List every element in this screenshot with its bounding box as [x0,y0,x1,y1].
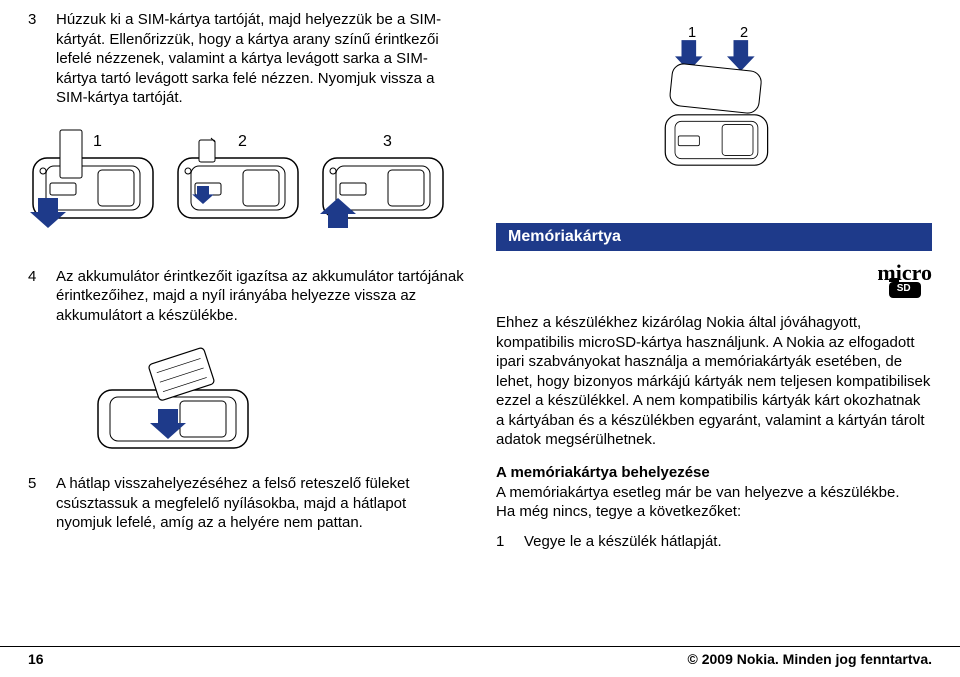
label-3: 3 [383,133,392,150]
page-number: 16 [28,651,44,667]
step-number: 1 [496,532,514,552]
label-2: 2 [740,25,748,41]
microsd-logo: micro SD [877,265,932,303]
step-5: 5 A hátlap visszahelyezéséhez a felső re… [28,474,464,533]
step-text: Vegye le a készülék hátlapját. [524,532,932,552]
figure-battery [88,345,464,460]
sub-line-2: Ha még nincs, tegye a következőket: [496,503,741,520]
sd-text: SD [897,283,911,294]
footer: 16 © 2009 Nokia. Minden jog fenntartva. [0,646,960,667]
step-4: 4 Az akkumulátor érintkezőit igazítsa az… [28,267,464,326]
step-text: Az akkumulátor érintkezőit igazítsa az a… [56,267,464,326]
sd-chip-icon: SD [889,282,921,298]
step-number: 4 [28,267,46,326]
figure-top-phone: 1 2 [649,16,779,191]
microsd-logo-row: micro SD [496,265,932,303]
label-2: 2 [238,133,247,150]
paragraph-compat: Ehhez a készülékhez kizárólag Nokia álta… [496,313,932,450]
copyright: © 2009 Nokia. Minden jog fenntartva. [688,651,932,667]
step-text: A hátlap visszahelyezéséhez a felső rete… [56,474,464,533]
subheading-insert: A memóriakártya behelyezése [496,464,932,481]
subtext: A memóriakártya esetleg már be van helye… [496,483,932,522]
label-1: 1 [93,133,102,150]
figure-sim-phones: 1 2 3 [28,128,464,253]
page: 3 Húzzuk ki a SIM-kártya tartóját, majd … [0,0,960,677]
micro-text: micro [877,265,932,280]
step-number: 3 [28,10,46,108]
battery-illustration [88,345,268,455]
right-column: 1 2 Memóriakártya [496,10,932,565]
left-column: 3 Húzzuk ki a SIM-kártya tartóját, majd … [28,10,464,565]
step-3: 3 Húzzuk ki a SIM-kártya tartóját, majd … [28,10,464,108]
top-phone-illustration: 1 2 [649,16,779,186]
columns: 3 Húzzuk ki a SIM-kártya tartóját, majd … [28,10,932,565]
step-number: 5 [28,474,46,533]
step-mem-1: 1 Vegye le a készülék hátlapját. [496,532,932,552]
label-1: 1 [688,25,696,41]
sim-phones-illustration: 1 2 3 [28,128,448,248]
section-header-memory: Memóriakártya [496,223,932,251]
step-text: Húzzuk ki a SIM-kártya tartóját, majd he… [56,10,464,108]
sub-line-1: A memóriakártya esetleg már be van helye… [496,484,900,501]
